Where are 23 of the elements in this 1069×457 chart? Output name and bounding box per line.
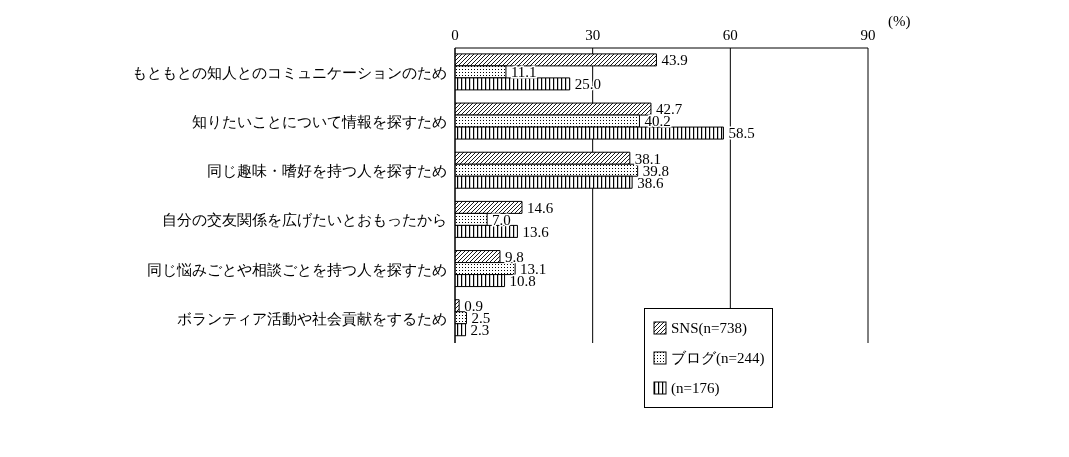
data-label: 40.2 bbox=[644, 113, 671, 130]
y-tick-label: 自分の交友関係を広げたいとおもったから bbox=[162, 212, 447, 229]
y-tick-label: もともとの知人とのコミュニケーションのため bbox=[132, 64, 447, 81]
data-label: 9.8 bbox=[504, 248, 524, 265]
data-label: 14.6 bbox=[527, 199, 554, 216]
y-tick-label: 同じ趣味・嗜好を持つ人を探すため bbox=[207, 163, 447, 180]
data-label: 11.1 bbox=[510, 64, 537, 81]
y-tick-label: 同じ悩みごとや相談ごとを持つ人を探すため bbox=[147, 261, 447, 278]
data-label: 2.3 bbox=[470, 322, 490, 339]
legend-label: (n=176) bbox=[671, 379, 720, 397]
x-tick-label: 30 bbox=[585, 27, 601, 43]
data-label: 7.0 bbox=[492, 211, 511, 228]
data-label: 13.6 bbox=[522, 223, 550, 240]
x-tick-label: 90 bbox=[860, 27, 876, 43]
y-tick-label: 知りたいことについて情報を探すため bbox=[192, 114, 447, 131]
data-label: 43.9 bbox=[661, 52, 688, 69]
x-tick-label: 60 bbox=[722, 27, 738, 43]
x-tick-label: 0 bbox=[451, 27, 459, 43]
legend-label: SNS(n=738) bbox=[671, 319, 747, 337]
x-axis-title: (%) bbox=[888, 13, 911, 31]
y-tick-label: ボランティア活動や社会貢献をするため bbox=[177, 310, 447, 327]
legend-label: ブログ(n=244) bbox=[671, 348, 765, 368]
data-label: 38.1 bbox=[634, 150, 662, 167]
